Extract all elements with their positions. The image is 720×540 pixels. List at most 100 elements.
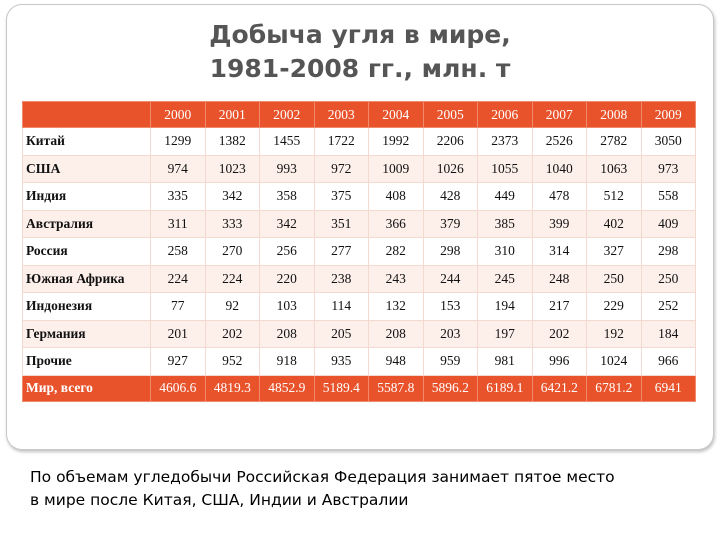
value-cell: 208 bbox=[259, 319, 315, 348]
year-header: 2001 bbox=[204, 101, 260, 128]
value-cell: 385 bbox=[477, 209, 533, 238]
value-cell: 243 bbox=[368, 264, 424, 293]
value-cell: 409 bbox=[640, 209, 696, 238]
value-cell: 1455 bbox=[259, 127, 315, 156]
year-header: 2003 bbox=[313, 101, 369, 128]
value-cell: 558 bbox=[640, 182, 696, 211]
value-cell: 103 bbox=[259, 292, 315, 321]
country-label: Россия bbox=[22, 237, 151, 266]
value-cell: 2526 bbox=[531, 127, 587, 156]
value-cell: 252 bbox=[640, 292, 696, 321]
value-cell: 1026 bbox=[422, 154, 478, 183]
value-cell: 202 bbox=[204, 319, 260, 348]
total-cell: 4852.9 bbox=[259, 374, 315, 402]
table-row: Китай 1299 1382 1455 1722 1992 2206 2373 2526 278… bbox=[22, 127, 696, 156]
value-cell: 238 bbox=[313, 264, 369, 293]
value-cell: 966 bbox=[640, 347, 696, 376]
value-cell: 3050 bbox=[640, 127, 696, 156]
value-cell: 220 bbox=[259, 264, 315, 293]
value-cell: 478 bbox=[531, 182, 587, 211]
value-cell: 399 bbox=[531, 209, 587, 238]
value-cell: 203 bbox=[422, 319, 478, 348]
coal-production-table: 2000 2001 2002 2003 2004 2005 2006 2007 … bbox=[22, 101, 696, 402]
value-cell: 77 bbox=[150, 292, 206, 321]
value-cell: 342 bbox=[259, 209, 315, 238]
country-label: Индонезия bbox=[22, 292, 151, 321]
value-cell: 258 bbox=[150, 237, 206, 266]
total-cell: 6781.2 bbox=[586, 374, 642, 402]
value-cell: 379 bbox=[422, 209, 478, 238]
total-cell: 6941 bbox=[640, 374, 696, 402]
value-cell: 184 bbox=[640, 319, 696, 348]
title-line-1: Добыча угля в мире, bbox=[209, 20, 511, 49]
total-cell: 6189.1 bbox=[477, 374, 533, 402]
value-cell: 402 bbox=[586, 209, 642, 238]
table-row: Германия 201 202 208 205 208 203 197 202 192 184 bbox=[22, 319, 696, 348]
country-label: Прочие bbox=[22, 347, 151, 376]
value-cell: 217 bbox=[531, 292, 587, 321]
value-cell: 314 bbox=[531, 237, 587, 266]
value-cell: 974 bbox=[150, 154, 206, 183]
value-cell: 224 bbox=[204, 264, 260, 293]
value-cell: 358 bbox=[259, 182, 315, 211]
value-cell: 248 bbox=[531, 264, 587, 293]
country-label: Китай bbox=[22, 127, 151, 156]
value-cell: 952 bbox=[204, 347, 260, 376]
caption-line-2: в мире после Китая, США, Индии и Австрал… bbox=[30, 491, 409, 509]
slide-title: Добыча угля в мире, 1981-2008 гг., млн. … bbox=[0, 18, 720, 86]
year-header: 2004 bbox=[368, 101, 424, 128]
value-cell: 208 bbox=[368, 319, 424, 348]
value-cell: 1722 bbox=[313, 127, 369, 156]
value-cell: 335 bbox=[150, 182, 206, 211]
value-cell: 298 bbox=[640, 237, 696, 266]
total-cell: 4819.3 bbox=[204, 374, 260, 402]
table-row: США 974 1023 993 972 1009 1026 1055 1040 1063 973 bbox=[22, 154, 696, 183]
country-label: Германия bbox=[22, 319, 151, 348]
value-cell: 1023 bbox=[204, 154, 260, 183]
header-corner-cell bbox=[22, 101, 151, 128]
value-cell: 948 bbox=[368, 347, 424, 376]
total-cell: 5189.4 bbox=[313, 374, 369, 402]
title-line-2: 1981-2008 гг., млн. т bbox=[209, 54, 511, 83]
value-cell: 2373 bbox=[477, 127, 533, 156]
value-cell: 366 bbox=[368, 209, 424, 238]
value-cell: 132 bbox=[368, 292, 424, 321]
value-cell: 310 bbox=[477, 237, 533, 266]
value-cell: 250 bbox=[586, 264, 642, 293]
total-row: Мир, всего 4606.6 4819.3 4852.9 5189.4 5… bbox=[22, 374, 696, 402]
value-cell: 244 bbox=[422, 264, 478, 293]
table-row: Индия 335 342 358 375 408 428 449 478 512 558 bbox=[22, 182, 696, 211]
value-cell: 311 bbox=[150, 209, 206, 238]
value-cell: 194 bbox=[477, 292, 533, 321]
value-cell: 201 bbox=[150, 319, 206, 348]
value-cell: 918 bbox=[259, 347, 315, 376]
table-row: Россия 258 270 256 277 282 298 310 314 327 298 bbox=[22, 237, 696, 266]
value-cell: 512 bbox=[586, 182, 642, 211]
value-cell: 333 bbox=[204, 209, 260, 238]
value-cell: 192 bbox=[586, 319, 642, 348]
value-cell: 270 bbox=[204, 237, 260, 266]
value-cell: 153 bbox=[422, 292, 478, 321]
year-header: 2002 bbox=[259, 101, 315, 128]
value-cell: 408 bbox=[368, 182, 424, 211]
country-label: Австралия bbox=[22, 209, 151, 238]
value-cell: 205 bbox=[313, 319, 369, 348]
country-label: США bbox=[22, 154, 151, 183]
year-header: 2006 bbox=[477, 101, 533, 128]
value-cell: 250 bbox=[640, 264, 696, 293]
value-cell: 277 bbox=[313, 237, 369, 266]
value-cell: 202 bbox=[531, 319, 587, 348]
slide-caption: По объемам угледобычи Российская Федерац… bbox=[30, 466, 700, 512]
value-cell: 1063 bbox=[586, 154, 642, 183]
year-header: 2000 bbox=[150, 101, 206, 128]
value-cell: 973 bbox=[640, 154, 696, 183]
value-cell: 351 bbox=[313, 209, 369, 238]
total-cell: 6421.2 bbox=[531, 374, 587, 402]
value-cell: 1055 bbox=[477, 154, 533, 183]
value-cell: 114 bbox=[313, 292, 369, 321]
value-cell: 375 bbox=[313, 182, 369, 211]
value-cell: 298 bbox=[422, 237, 478, 266]
caption-line-1: По объемам угледобычи Российская Федерац… bbox=[30, 468, 615, 486]
year-header: 2007 bbox=[531, 101, 587, 128]
year-header: 2005 bbox=[422, 101, 478, 128]
